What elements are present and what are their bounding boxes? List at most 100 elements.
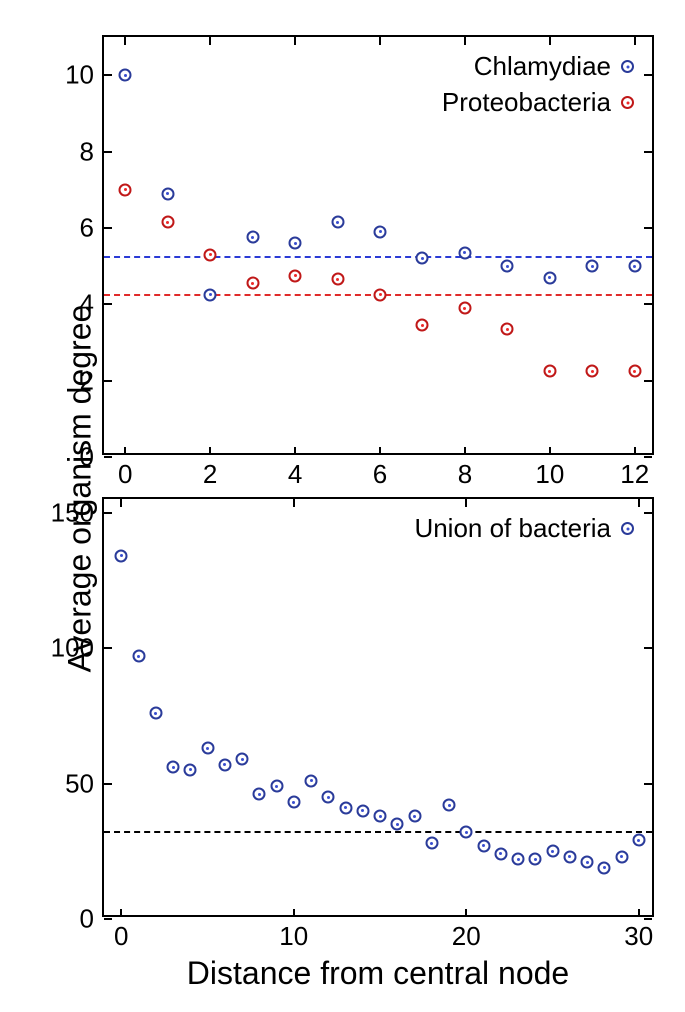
y-tick bbox=[104, 380, 112, 382]
data-marker bbox=[586, 260, 599, 273]
data-marker bbox=[460, 826, 473, 839]
legend-marker-icon bbox=[621, 96, 634, 109]
data-marker bbox=[287, 796, 300, 809]
y-tick-label: 100 bbox=[51, 633, 94, 664]
y-tick bbox=[104, 74, 112, 76]
data-marker bbox=[204, 288, 217, 301]
data-marker bbox=[246, 231, 259, 244]
x-tick bbox=[465, 909, 467, 917]
data-marker bbox=[477, 839, 490, 852]
data-marker bbox=[201, 742, 214, 755]
x-tick bbox=[294, 37, 296, 45]
x-tick bbox=[120, 499, 122, 507]
x-tick bbox=[634, 37, 636, 45]
x-tick-label: 10 bbox=[279, 921, 308, 952]
data-marker bbox=[236, 753, 249, 766]
x-tick-label: 30 bbox=[624, 921, 653, 952]
data-marker bbox=[374, 810, 387, 823]
data-marker bbox=[628, 365, 641, 378]
data-marker bbox=[339, 801, 352, 814]
y-tick bbox=[644, 380, 652, 382]
data-marker bbox=[628, 260, 641, 273]
y-tick bbox=[644, 512, 652, 514]
x-tick-label: 6 bbox=[373, 459, 387, 490]
x-tick-label: 8 bbox=[458, 459, 472, 490]
data-marker bbox=[586, 365, 599, 378]
bottom-panel: 0102030050100150Union of bacteria bbox=[102, 497, 654, 917]
y-tick bbox=[644, 151, 652, 153]
data-marker bbox=[246, 277, 259, 290]
data-marker bbox=[356, 804, 369, 817]
data-marker bbox=[149, 707, 162, 720]
x-tick-label: 10 bbox=[535, 459, 564, 490]
data-marker bbox=[305, 774, 318, 787]
data-marker bbox=[458, 246, 471, 259]
y-tick bbox=[644, 303, 652, 305]
data-marker bbox=[132, 650, 145, 663]
x-tick-label: 0 bbox=[118, 459, 132, 490]
y-tick bbox=[104, 151, 112, 153]
data-marker bbox=[374, 225, 387, 238]
data-marker bbox=[408, 810, 421, 823]
data-marker bbox=[501, 260, 514, 273]
x-tick bbox=[638, 909, 640, 917]
data-marker bbox=[289, 237, 302, 250]
y-tick bbox=[104, 456, 112, 458]
x-tick bbox=[120, 909, 122, 917]
y-tick-label: 50 bbox=[65, 768, 94, 799]
x-tick bbox=[209, 447, 211, 455]
bottom-plot-area: 0102030050100150Union of bacteria bbox=[102, 497, 654, 917]
data-marker bbox=[161, 216, 174, 229]
legend-label: Proteobacteria bbox=[442, 87, 611, 118]
data-marker bbox=[494, 847, 507, 860]
data-marker bbox=[563, 850, 576, 863]
data-marker bbox=[512, 853, 525, 866]
x-tick-label: 12 bbox=[620, 459, 649, 490]
data-marker bbox=[218, 758, 231, 771]
data-marker bbox=[615, 850, 628, 863]
top-plot-area: 0246810120246810ChlamydiaeProteobacteria bbox=[102, 35, 654, 455]
x-tick-label: 20 bbox=[452, 921, 481, 952]
x-tick bbox=[549, 447, 551, 455]
legend-label: Union of bacteria bbox=[414, 513, 611, 544]
data-marker bbox=[543, 271, 556, 284]
data-marker bbox=[416, 319, 429, 332]
x-tick bbox=[294, 447, 296, 455]
data-marker bbox=[391, 818, 404, 831]
data-marker bbox=[416, 252, 429, 265]
legend-item: Chlamydiae bbox=[474, 51, 634, 82]
legend-label: Chlamydiae bbox=[474, 51, 611, 82]
data-marker bbox=[581, 856, 594, 869]
x-tick bbox=[464, 447, 466, 455]
y-tick bbox=[104, 783, 112, 785]
x-tick bbox=[209, 37, 211, 45]
y-tick bbox=[644, 647, 652, 649]
data-marker bbox=[270, 780, 283, 793]
figure: Average organism degree 0246810120246810… bbox=[0, 0, 685, 1012]
y-tick bbox=[104, 303, 112, 305]
x-axis-label: Distance from central node bbox=[187, 955, 569, 992]
x-tick bbox=[379, 447, 381, 455]
data-marker bbox=[529, 853, 542, 866]
data-marker bbox=[331, 273, 344, 286]
data-marker bbox=[119, 183, 132, 196]
data-marker bbox=[115, 549, 128, 562]
x-tick-label: 2 bbox=[203, 459, 217, 490]
y-tick bbox=[104, 512, 112, 514]
x-tick bbox=[124, 447, 126, 455]
data-marker bbox=[598, 861, 611, 874]
y-tick-label: 6 bbox=[80, 212, 94, 243]
data-marker bbox=[443, 799, 456, 812]
y-tick bbox=[104, 647, 112, 649]
legend-marker-icon bbox=[621, 60, 634, 73]
y-tick bbox=[644, 74, 652, 76]
data-marker bbox=[204, 248, 217, 261]
x-tick bbox=[634, 447, 636, 455]
data-marker bbox=[543, 365, 556, 378]
legend-item: Union of bacteria bbox=[414, 513, 634, 544]
data-marker bbox=[331, 216, 344, 229]
y-tick bbox=[644, 227, 652, 229]
x-tick bbox=[293, 909, 295, 917]
y-tick-label: 8 bbox=[80, 136, 94, 167]
y-tick-label: 0 bbox=[80, 442, 94, 473]
